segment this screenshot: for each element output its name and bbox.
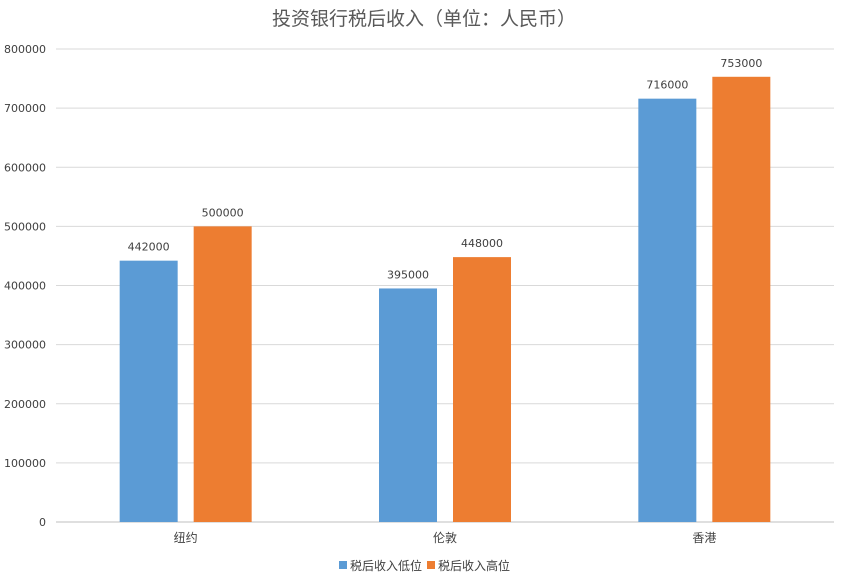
data-label: 442000 bbox=[128, 241, 170, 254]
y-tick-label: 600000 bbox=[4, 161, 46, 174]
gridlines bbox=[56, 48, 834, 523]
y-tick-label: 300000 bbox=[4, 339, 46, 352]
y-tick-label: 0 bbox=[39, 516, 46, 529]
data-label: 500000 bbox=[202, 206, 244, 219]
bar-high bbox=[712, 76, 771, 522]
x-category-label: 香港 bbox=[692, 531, 716, 545]
bar-high bbox=[453, 257, 511, 522]
data-label: 753000 bbox=[720, 57, 762, 70]
bar-high bbox=[193, 226, 252, 522]
data-label: 716000 bbox=[646, 79, 688, 92]
bar-low bbox=[119, 260, 178, 522]
y-tick-label: 400000 bbox=[4, 280, 46, 293]
x-category-label: 纽约 bbox=[174, 530, 198, 545]
legend-label: 税后收入低位 bbox=[350, 558, 422, 573]
y-tick-label: 700000 bbox=[4, 102, 46, 115]
bar-low bbox=[379, 288, 437, 522]
bar-low bbox=[638, 98, 697, 522]
y-axis: 0 100000 200000 300000 400000 500000 600000 700… bbox=[4, 43, 46, 529]
data-label: 448000 bbox=[461, 237, 503, 250]
data-label: 395000 bbox=[387, 268, 429, 281]
legend-label: 税后收入高位 bbox=[438, 558, 510, 573]
x-axis: 纽约 伦敦 香港 bbox=[174, 530, 717, 545]
y-tick-label: 200000 bbox=[4, 398, 46, 411]
chart-title: 投资银行税后收入（单位：人民币） bbox=[272, 8, 576, 30]
bars: 442000 500000 395000 448000 716000 753000 bbox=[119, 57, 771, 522]
y-tick-label: 500000 bbox=[4, 220, 46, 233]
legend: 税后收入低位 税后收入高位 bbox=[339, 558, 510, 573]
x-category-label: 伦敦 bbox=[433, 530, 457, 545]
y-tick-label: 100000 bbox=[4, 457, 46, 470]
legend-swatch bbox=[427, 561, 435, 569]
legend-swatch bbox=[339, 561, 347, 569]
y-tick-label: 800000 bbox=[4, 43, 46, 56]
